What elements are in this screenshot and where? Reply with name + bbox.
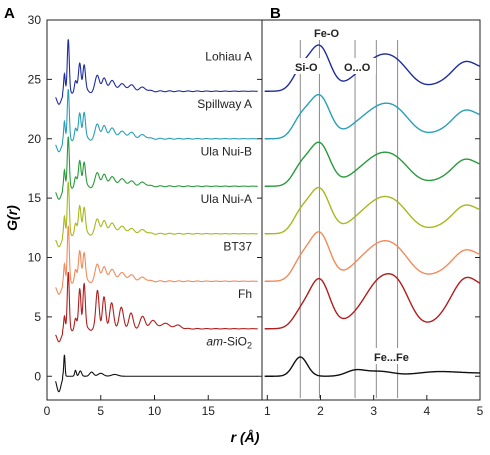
x-tick-label-b: 5 <box>477 404 484 418</box>
panel-a: 0 5 10 15 20 25 30 0 5 10 15 Lohiau A Spillway A Ula… <box>28 13 263 418</box>
y-tick-label: 10 <box>28 251 42 265</box>
annotation-fe-o: Fe-O <box>314 28 340 40</box>
series-line-b <box>264 231 481 282</box>
panel-a-curves <box>55 39 258 393</box>
x-tick-label-b: 2 <box>317 404 324 418</box>
panel-letter-b: B <box>270 5 281 22</box>
annotation-fe-fe: Fe...Fe <box>374 352 409 364</box>
series-line-a <box>55 136 258 200</box>
series-line-a <box>55 272 258 343</box>
panel-b: 1 2 3 4 5 Si-O Fe-O O...O Fe...Fe <box>261 19 484 418</box>
x-tick-label: 15 <box>202 404 216 418</box>
series-line-b <box>264 273 481 330</box>
panel-b-frame <box>261 19 481 401</box>
series-label: Ula Nui-A <box>201 192 252 206</box>
panel-a-axes: 0 5 10 15 20 25 30 0 5 10 15 <box>28 13 262 418</box>
x-tick-label: 5 <box>97 404 104 418</box>
series-label: am-SiO2 <box>206 334 252 350</box>
annotation-o-o-bg <box>343 58 376 74</box>
annotation-si-o: Si-O <box>295 62 318 74</box>
series-line-a <box>55 354 258 393</box>
y-tick-label: 5 <box>34 310 41 324</box>
y-tick-label: 25 <box>28 72 42 86</box>
panel-b-annotations: Si-O Fe-O O...O Fe...Fe <box>294 24 417 364</box>
series-line-b <box>264 356 481 377</box>
series-line-b <box>264 93 481 140</box>
panel-b-reference-lines <box>299 40 399 398</box>
series-line-a <box>55 181 258 248</box>
panel-b-axes: 1 2 3 4 5 <box>264 19 484 418</box>
x-axis-title: r (Å) <box>231 429 260 445</box>
y-tick-label: 15 <box>28 191 42 205</box>
series-label: Lohiau A <box>205 49 252 63</box>
y-axis-title: G(r) <box>4 205 20 231</box>
series-line-a <box>55 225 258 295</box>
series-label: Fh <box>238 287 252 301</box>
series-line-b <box>264 186 481 235</box>
annotation-si-o-bg <box>294 58 324 74</box>
annotation-fe-fe-bg <box>373 348 417 364</box>
x-tick-label-b: 1 <box>264 404 271 418</box>
panel-b-curves <box>264 44 481 377</box>
y-tick-label: 20 <box>28 132 42 146</box>
x-tick-label-b: 4 <box>423 404 430 418</box>
annotation-o-o: O...O <box>344 62 371 74</box>
series-line-a <box>55 39 258 105</box>
series-label: Ula Nui-B <box>201 144 252 158</box>
x-tick-label: 10 <box>148 404 162 418</box>
series-line-a <box>55 89 258 153</box>
series-label: Spillway A <box>197 97 252 111</box>
series-line-b <box>264 141 481 187</box>
y-tick-label: 30 <box>28 13 42 27</box>
annotation-fe-o-bg <box>313 24 341 40</box>
x-tick-label: 0 <box>44 404 51 418</box>
panel-letter-a: A <box>4 5 15 22</box>
panel-a-series-labels: Lohiau A Spillway A Ula Nui-B Ula Nui-A BT37… <box>197 49 252 350</box>
y-tick-label: 0 <box>34 369 41 383</box>
series-label: BT37 <box>223 239 252 253</box>
x-tick-label-b: 3 <box>370 404 377 418</box>
